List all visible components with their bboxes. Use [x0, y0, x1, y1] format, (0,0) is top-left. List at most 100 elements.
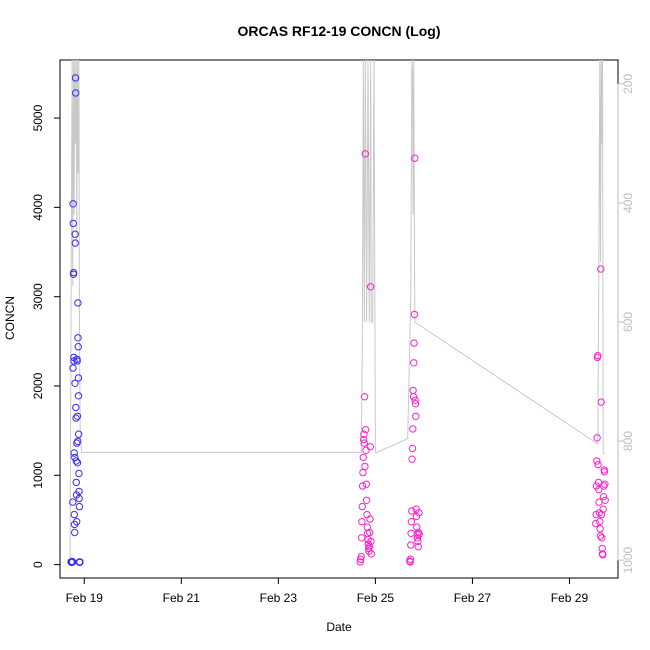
data-point [356, 558, 364, 566]
data-point [360, 393, 369, 401]
data-point [71, 230, 79, 238]
data-point [72, 414, 80, 422]
x-tick-label: Feb 21 [163, 591, 201, 605]
data-point [74, 343, 82, 351]
data-point [413, 534, 422, 542]
x-tick-label: Feb 23 [260, 591, 298, 605]
data-point [75, 487, 83, 496]
data-point [362, 496, 371, 504]
data-point [74, 299, 82, 307]
data-point [366, 515, 374, 523]
chart-title: ORCAS RF12-19 CONCN (Log) [237, 23, 440, 39]
right-y-tick-label: 200 [621, 73, 635, 93]
data-point [406, 558, 414, 566]
x-tick-label: Feb 29 [551, 591, 589, 605]
data-point [594, 351, 602, 360]
data-point [367, 283, 375, 291]
data-point [359, 453, 367, 462]
x-axis-label: Date [326, 620, 352, 634]
data-point [408, 444, 417, 453]
data-point [358, 518, 366, 526]
data-point [600, 468, 609, 476]
data-point [357, 534, 366, 542]
data-point [597, 398, 605, 406]
data-point [357, 555, 365, 563]
data-point [407, 529, 415, 537]
data-point [410, 310, 419, 319]
x-tick-label: Feb 25 [357, 591, 395, 605]
data-point [361, 150, 369, 158]
data-point [73, 357, 81, 365]
data-point [69, 200, 77, 208]
plot-frame [59, 59, 619, 579]
data-point [598, 534, 606, 542]
data-point [595, 498, 603, 506]
data-point [408, 455, 416, 463]
x-tick-label: Feb 19 [66, 591, 104, 605]
data-point [593, 457, 601, 465]
pressure-line-layer [69, 59, 605, 561]
data-point [75, 502, 84, 511]
data-point [69, 498, 77, 506]
right-y-tick-label: 1000 [621, 546, 635, 573]
data-point [411, 154, 419, 162]
data-point [362, 446, 370, 454]
data-point [594, 460, 602, 469]
data-point [409, 393, 418, 401]
data-point [412, 412, 420, 420]
data-point [411, 400, 420, 408]
data-point [410, 339, 418, 347]
data-point [74, 392, 83, 400]
data-point [75, 469, 83, 478]
right-y-axis: 200 400 600 800 1000 [617, 73, 635, 573]
data-point [76, 558, 84, 566]
data-point [597, 265, 605, 273]
data-point [70, 510, 79, 519]
data-point [593, 434, 601, 442]
data-point [360, 439, 368, 447]
data-point [73, 518, 81, 526]
data-point [597, 510, 606, 519]
data-point [600, 482, 608, 490]
data-point [357, 552, 365, 561]
data-point [413, 523, 421, 531]
data-point [411, 396, 419, 404]
data-point [410, 359, 418, 367]
data-point [415, 509, 423, 517]
data-point [363, 510, 371, 519]
data-point [414, 543, 422, 551]
data-point [359, 468, 367, 477]
data-point [75, 430, 83, 438]
data-point [407, 518, 416, 526]
data-point [367, 537, 375, 546]
data-point [601, 496, 609, 504]
data-point [74, 437, 82, 446]
data-point [359, 435, 368, 444]
data-point [409, 425, 417, 433]
right-y-tick-label: 800 [621, 431, 635, 451]
y-axis-label: CONCN [3, 296, 17, 340]
data-point [72, 478, 81, 487]
y-tick-label: 5000 [31, 104, 45, 131]
data-point [599, 505, 607, 513]
points-layer [67, 74, 609, 567]
data-point [365, 543, 373, 551]
data-point [360, 430, 368, 438]
data-point [361, 426, 370, 434]
pressure-line [69, 59, 605, 561]
data-point [72, 457, 80, 465]
data-point [592, 519, 600, 528]
x-tick-label: Feb 27 [454, 591, 492, 605]
right-y-tick-label: 600 [621, 312, 635, 332]
data-point [596, 532, 605, 540]
data-point [71, 74, 80, 82]
y-tick-label: 3000 [31, 283, 45, 310]
y-tick-label: 4000 [31, 194, 45, 221]
data-point [73, 412, 82, 420]
data-point [70, 449, 78, 457]
data-point [409, 386, 417, 395]
data-point [71, 528, 79, 537]
y-tick-label: 2000 [31, 372, 45, 399]
data-point [69, 364, 77, 372]
